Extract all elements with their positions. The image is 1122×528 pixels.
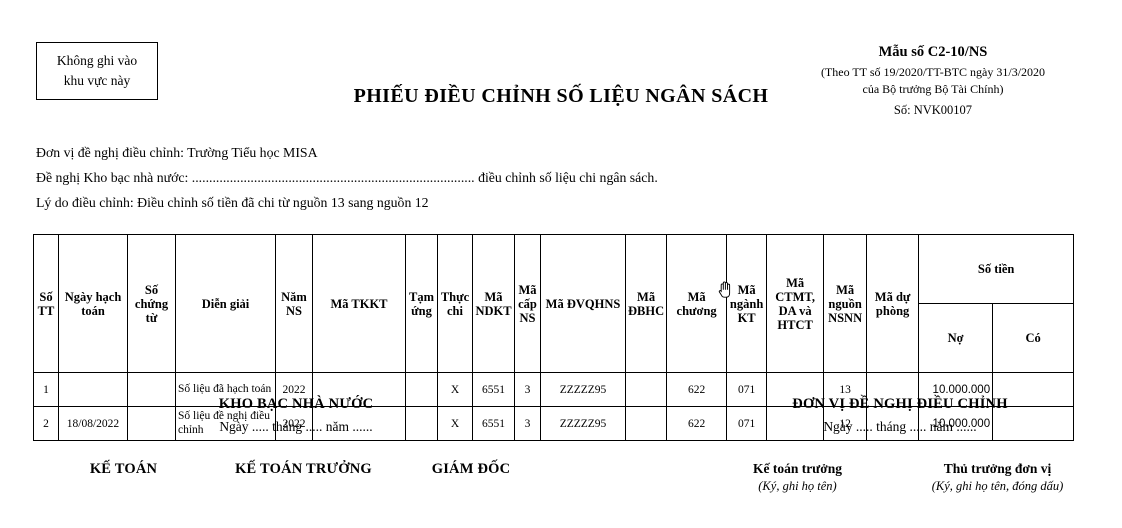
unit-role-thu-truong-label: Thủ trưởng đơn vị (943, 461, 1052, 476)
cell-ma-dvqhns: ZZZZZ95 (540, 406, 626, 441)
cell-thuc-chi: X (437, 406, 473, 441)
treasury-role-ke-toan-truong-label: KẾ TOÁN TRƯỞNG (235, 461, 372, 477)
col-header-ma-chuong: Mã chương (666, 234, 728, 373)
col-header-ma-dbhc: Mã ĐBHC (624, 234, 668, 373)
col-header-dien-giai: Diễn giải (175, 234, 276, 373)
col-header-ma-nguon-nsnn: Mã nguồn NSNN (823, 234, 868, 373)
unit-role-thu-truong-hint: (Ký, ghi họ tên, đóng dấu) (931, 479, 1064, 493)
cell-tam-ung (405, 372, 438, 407)
do-not-write-box: Không ghi vào khu vực này (36, 42, 158, 100)
cell-nam-ns: 2022 (275, 406, 313, 441)
table-body: 1 Số liệu đã hạch toán 2022 X 6551 3 ZZZ… (33, 372, 1075, 441)
table-header-row-1: Số TT Ngày hạch toán Số chứng từ Diễn gi… (33, 234, 1075, 373)
cell-ngay-hach-toan (58, 372, 128, 407)
col-header-ngay-hach-toan: Ngày hạch toán (58, 234, 128, 373)
unit-line: Đơn vị đề nghị điều chỉnh: Trường Tiểu h… (36, 145, 318, 160)
cell-ma-nganh-kt: 071 (726, 406, 768, 441)
unit-role-thu-truong: Thủ trưởng đơn vị (Ký, ghi họ tên, đóng … (895, 461, 1100, 494)
col-header-ma-tkkt: Mã TKKT (312, 234, 406, 373)
treasury-fill-dots: ........................................… (191, 169, 475, 185)
col-header-so-tien: Số tiền (918, 234, 1075, 304)
form-serial-number: Số: NVK00107 (893, 102, 973, 117)
col-header-tam-ung: Tạm ứng (405, 234, 438, 373)
treasury-label: Đề nghị Kho bạc nhà nước: (36, 169, 189, 185)
col-header-no: Nợ (918, 303, 994, 373)
table-row[interactable]: 2 18/08/2022 Số liệu đề nghị điều chỉnh … (33, 406, 1075, 441)
cell-stt: 2 (33, 406, 59, 441)
cell-ngay-hach-toan: 18/08/2022 (58, 406, 128, 441)
note-box-line2: khu vực này (63, 73, 131, 88)
cell-ma-cap-ns: 3 (514, 372, 541, 407)
treasury-roles-row: KẾ TOÁN KẾ TOÁN TRƯỞNG GIÁM ĐỐC (36, 461, 556, 478)
treasury-line: Đề nghị Kho bạc nhà nước: ..............… (36, 169, 1086, 185)
cell-ma-nguon-nsnn: 12 (823, 406, 868, 441)
col-header-stt: Số TT (33, 234, 59, 373)
unit-role-ke-toan-truong-hint: (Ký, ghi họ tên) (758, 479, 837, 493)
treasury-role-ke-toan-label: KẾ TOÁN (89, 461, 158, 477)
reason-line: Lý do điều chỉnh: Điều chỉnh số tiền đã … (36, 194, 429, 210)
unit-roles-row: Kế toán trưởng (Ký, ghi họ tên) Thủ trưở… (700, 461, 1100, 494)
col-header-thuc-chi: Thực chi (437, 234, 473, 373)
page-title: PHIẾU ĐIỀU CHỈNH SỐ LIỆU NGÂN SÁCH (353, 85, 769, 107)
unit-signature-block: ĐƠN VỊ ĐỀ NGHỊ ĐIỀU CHỈNH Ngày ..... thá… (700, 396, 1100, 494)
unit-signature-date: Ngày ..... tháng ..... năm ...... (823, 419, 977, 434)
cell-nam-ns: 2022 (275, 372, 313, 407)
form-meta-block: Mẫu số C2-10/NS (Theo TT số 19/2020/TT-B… (768, 42, 1098, 119)
cell-ma-tkkt (312, 406, 406, 441)
cell-ma-dbhc (624, 372, 668, 407)
cell-ma-nguon-nsnn: 13 (823, 372, 868, 407)
cell-ma-ctmt (766, 406, 825, 441)
treasury-signature-heading: KHO BẠC NHÀ NƯỚC (218, 396, 374, 412)
col-header-nam-ns: Năm NS (275, 234, 313, 373)
budget-adjustment-table: Số TT Ngày hạch toán Số chứng từ Diễn gi… (33, 234, 1075, 441)
treasury-role-giam-doc: GIÁM ĐỐC (396, 461, 546, 478)
treasury-tail: điều chỉnh số liệu chi ngân sách. (478, 169, 658, 185)
form-code: Mẫu số C2-10/NS (878, 44, 988, 60)
treasury-role-ke-toan-truong: KẾ TOÁN TRƯỞNG (211, 461, 396, 478)
unit-role-ke-toan-truong-label: Kế toán trưởng (752, 461, 843, 476)
cell-ma-nganh-kt: 071 (726, 372, 768, 407)
cell-no: 10.000.000 (918, 406, 994, 441)
note-box-line1: Không ghi vào (56, 53, 138, 69)
col-header-so-chung-tu: Số chứng từ (127, 234, 176, 373)
treasury-role-ke-toan: KẾ TOÁN (36, 461, 211, 478)
col-header-ma-du-phong: Mã dự phòng (866, 234, 920, 373)
form-legal-line1: (Theo TT số 19/2020/TT-BTC ngày 31/3/202… (820, 65, 1046, 80)
form-legal-line2: của Bộ trưởng Bộ Tài Chính) (862, 82, 1004, 97)
cell-ma-ndkt: 6551 (472, 406, 515, 441)
cell-ma-dbhc (624, 406, 668, 441)
treasury-signature-date: Ngày ..... tháng ..... năm ...... (219, 419, 373, 434)
table-header-row-2: Nợ Có (34, 303, 1075, 373)
col-header-ma-dvqhns: Mã ĐVQHNS (540, 234, 626, 373)
unit-role-ke-toan-truong: Kế toán trưởng (Ký, ghi họ tên) (700, 461, 895, 494)
cell-ma-cap-ns: 3 (514, 406, 541, 441)
info-lines: Đơn vị đề nghị điều chỉnh: Trường Tiểu h… (36, 146, 1086, 220)
treasury-signature-block: KHO BẠC NHÀ NƯỚC Ngày ..... tháng ..... … (36, 396, 556, 478)
cell-no: 10.000.000 (918, 372, 994, 407)
col-header-ma-nganh-kt: Mã ngành KT (726, 234, 768, 373)
col-header-ma-ctmt: Mã CTMT, DA và HTCT (766, 234, 825, 373)
treasury-role-giam-doc-label: GIÁM ĐỐC (431, 461, 511, 477)
col-header-ma-cap-ns: Mã cấp NS (514, 234, 541, 373)
cell-dien-giai: Số liệu đề nghị điều chỉnh (175, 406, 276, 441)
cell-co (992, 372, 1075, 407)
unit-signature-heading: ĐƠN VỊ ĐỀ NGHỊ ĐIỀU CHỈNH (792, 396, 1008, 412)
col-header-ma-ndkt: Mã NDKT (472, 234, 515, 373)
budget-adjustment-table-wrap: Số TT Ngày hạch toán Số chứng từ Diễn gi… (33, 234, 1075, 441)
col-header-co: Có (992, 303, 1075, 373)
table-row[interactable]: 1 Số liệu đã hạch toán 2022 X 6551 3 ZZZ… (33, 372, 1075, 407)
cell-co (992, 406, 1075, 441)
